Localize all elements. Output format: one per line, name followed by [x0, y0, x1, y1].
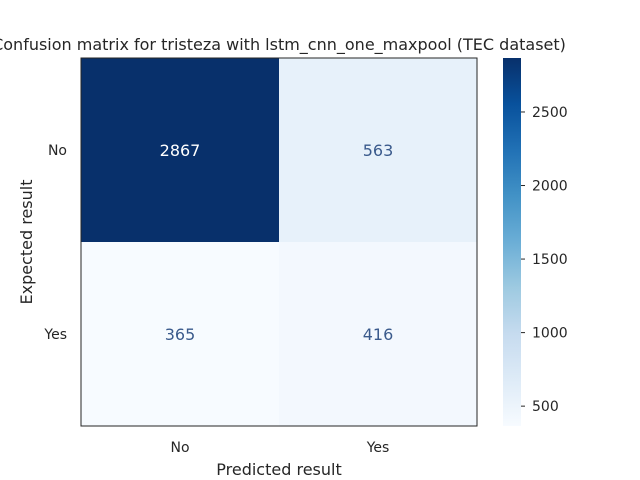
- y-axis-label: Expected result: [17, 180, 36, 305]
- matrix-cell: [81, 58, 279, 242]
- x-tick-label: Yes: [366, 440, 390, 456]
- x-axis-label: Predicted result: [216, 460, 341, 479]
- colorbar-tick-label: 1000: [532, 326, 568, 342]
- matrix-cell-labels: 2867 563 365 416: [160, 141, 394, 344]
- matrix-cell: [279, 242, 477, 426]
- colorbar-tick-label: 2000: [532, 179, 568, 195]
- x-tick-label: No: [170, 440, 189, 456]
- cell-value-label: 416: [363, 325, 394, 344]
- colorbar: [503, 58, 521, 426]
- cell-value-label: 2867: [160, 141, 201, 160]
- x-tick-labels: No Yes: [170, 440, 389, 456]
- y-tick-labels: No Yes: [43, 143, 67, 343]
- colorbar-tick-label: 2500: [532, 105, 568, 121]
- cell-value-label: 563: [363, 141, 394, 160]
- matrix-frame: [80, 57, 478, 427]
- colorbar-tick-label: 1500: [532, 252, 568, 268]
- matrix-cells: [81, 58, 477, 426]
- y-tick-label: Yes: [43, 327, 67, 343]
- matrix-cell: [279, 58, 477, 242]
- colorbar-ticks: 500 1000 1500 2000 2500: [521, 105, 568, 415]
- y-tick-label: No: [48, 143, 67, 159]
- matrix-cell: [81, 242, 279, 426]
- cell-value-label: 365: [165, 325, 196, 344]
- chart-title: Confusion matrix for tristeza with lstm_…: [0, 35, 566, 55]
- colorbar-tick-label: 500: [532, 399, 559, 415]
